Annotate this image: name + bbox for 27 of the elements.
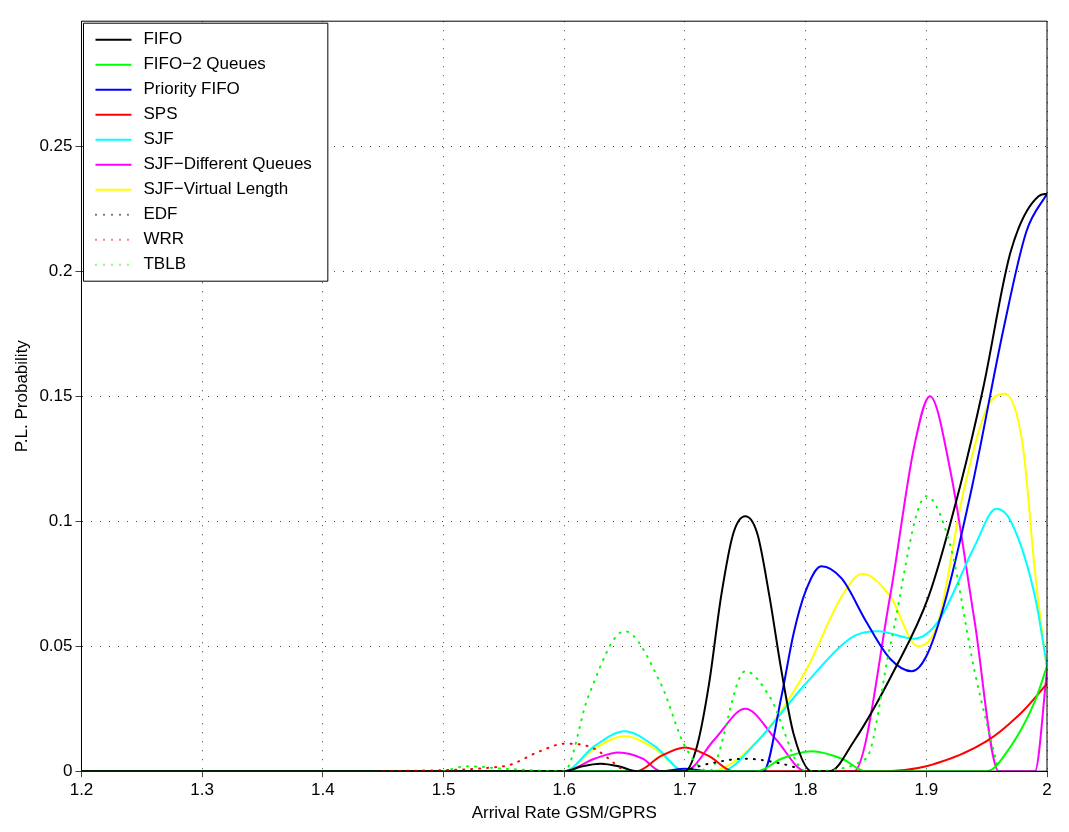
x-tick-label: 1.5 [431, 780, 456, 800]
x-tick-label: 1.4 [311, 780, 335, 800]
x-tick-label: 1.8 [793, 780, 818, 800]
legend-label: SJF−Virtual Length [143, 179, 289, 199]
y-tick-label: 0.1 [48, 510, 73, 530]
legend-label: TBLB [143, 254, 187, 274]
y-tick-label: 0.05 [39, 635, 73, 655]
x-axis-title: Arrival Rate GSM/GPRS [471, 803, 657, 823]
y-axis-title: P.L. Probability [11, 339, 31, 453]
x-tick-label: 1.7 [673, 780, 697, 800]
legend-label: EDF [143, 204, 178, 224]
x-tick-label: 1.2 [69, 780, 94, 800]
legend-label: FIFO [143, 29, 183, 49]
legend-label: Priority FIFO [143, 79, 240, 99]
y-tick-label: 0.25 [39, 135, 73, 155]
legend-label: SPS [143, 104, 178, 124]
x-tick-label: 1.9 [914, 780, 939, 800]
legend-label: SJF [143, 129, 174, 149]
x-tick-label: 1.6 [552, 780, 577, 800]
x-tick-label: 2 [1042, 780, 1052, 800]
legend-label: FIFO−2 Queues [143, 54, 266, 74]
legend-label: WRR [143, 229, 185, 249]
y-tick-label: 0 [63, 760, 73, 780]
y-tick-label: 0.2 [48, 260, 73, 280]
x-tick-label: 1.3 [190, 780, 214, 800]
y-tick-label: 0.15 [39, 385, 73, 405]
legend-label: SJF−Different Queues [143, 154, 312, 174]
